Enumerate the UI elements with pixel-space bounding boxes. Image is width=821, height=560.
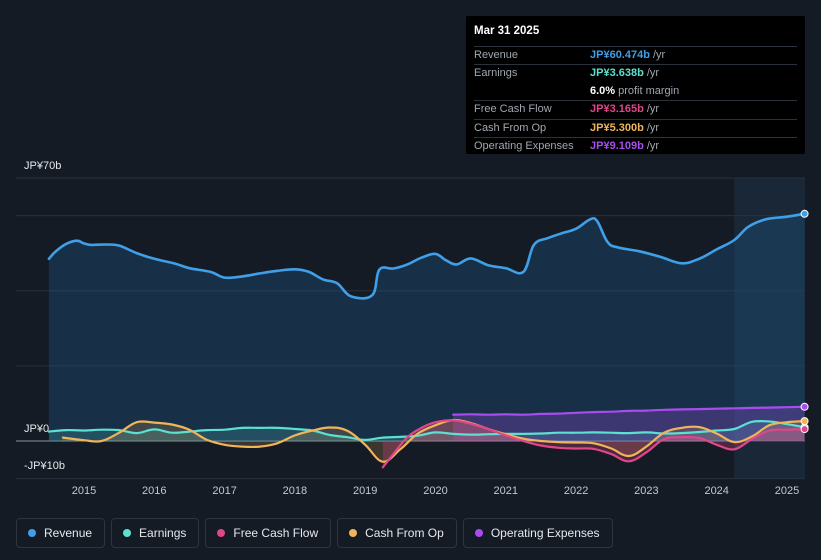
- opex-line: [452, 405, 806, 416]
- legend-label: Revenue: [44, 526, 93, 540]
- x-tick-label: 2024: [704, 485, 729, 497]
- legend-label: Operating Expenses: [490, 526, 600, 540]
- y-label-top: JP¥70b: [24, 160, 62, 172]
- tooltip-row-unit: /yr: [652, 49, 666, 61]
- legend-dot-icon: [349, 529, 358, 537]
- x-tick-label: 2016: [142, 485, 167, 497]
- tooltip-row-label: Free Cash Flow: [474, 103, 552, 116]
- legend-item-cfo[interactable]: Cash From Op: [337, 518, 457, 548]
- cfo-line: [61, 418, 806, 463]
- x-tick-label: 2022: [563, 485, 589, 497]
- x-tick-label: 2023: [634, 485, 659, 497]
- tooltip-row-label: Cash From Op: [474, 121, 547, 134]
- x-tick-label: 2018: [282, 485, 308, 497]
- legend-dot-icon: [474, 529, 483, 537]
- tooltip-row: 6.0% profit margin: [474, 83, 797, 100]
- earnings-line: [47, 419, 806, 441]
- legend-item-opex[interactable]: Operating Expenses: [462, 518, 613, 548]
- revenue-area: [48, 213, 805, 441]
- revenue-endpoint: [800, 209, 809, 218]
- legend-item-fcf[interactable]: Free Cash Flow: [205, 518, 332, 548]
- legend-item-earnings[interactable]: Earnings: [111, 518, 200, 548]
- tooltip-row: Free Cash Flow JP¥3.165b/yr: [474, 100, 797, 118]
- earnings-area: [48, 421, 805, 441]
- x-tick-label: 2020: [423, 485, 448, 497]
- tooltip: Mar 31 2025 Revenue JP¥60.474b/yr Earnings…: [466, 16, 805, 154]
- tooltip-row: Revenue JP¥60.474b/yr: [474, 46, 797, 64]
- tooltip-row-label: Operating Expenses: [474, 139, 574, 152]
- tooltip-row-unit: /yr: [646, 139, 660, 152]
- revenue-line: [47, 212, 806, 300]
- series-lines: [47, 212, 806, 469]
- fcf-endpoint: [800, 425, 809, 434]
- tooltip-row-value: JP¥5.300b: [590, 121, 644, 134]
- tooltip-date: Mar 31 2025: [474, 25, 540, 37]
- x-tick-label: 2017: [212, 485, 237, 497]
- tooltip-row-value: JP¥60.474b: [590, 49, 650, 61]
- cfo-area: [62, 419, 805, 462]
- opex-endpoint: [800, 402, 809, 411]
- legend-label: Cash From Op: [365, 526, 444, 540]
- tooltip-row-value: JP¥9.109b: [590, 139, 644, 152]
- x-tick-label: 2015: [71, 485, 97, 497]
- chart-area: [16, 177, 809, 480]
- tooltip-row-unit: /yr: [646, 121, 660, 134]
- legend-item-revenue[interactable]: Revenue: [16, 518, 106, 548]
- tooltip-row-unit: /yr: [646, 103, 660, 116]
- legend-label: Earnings: [139, 526, 187, 540]
- legend-dot-icon: [217, 529, 226, 537]
- x-tick-label: 2021: [493, 485, 519, 497]
- tooltip-row-label: [474, 83, 590, 100]
- tooltip-row: Earnings JP¥3.638b/yr: [474, 64, 797, 82]
- tooltip-row-unit: profit margin: [618, 84, 680, 97]
- legend: Revenue Earnings Free Cash Flow Cash From O…: [16, 518, 613, 548]
- x-tick-label: 2025: [774, 485, 800, 497]
- tooltip-row-label: Earnings: [474, 67, 518, 80]
- tooltip-rows: Revenue JP¥60.474b/yr Earnings JP¥3.638b/yr…: [474, 46, 797, 155]
- tooltip-row-value: 6.0%: [590, 84, 616, 97]
- tooltip-row-value: JP¥3.165b: [590, 103, 644, 116]
- tooltip-row: Cash From Op JP¥5.300b/yr: [474, 118, 797, 137]
- cfo-endpoint: [800, 417, 809, 426]
- tooltip-row-unit: /yr: [646, 67, 660, 80]
- tooltip-row-value: JP¥3.638b: [590, 67, 644, 80]
- series-endpoints: [800, 209, 809, 434]
- legend-label: Free Cash Flow: [233, 526, 319, 540]
- y-label-bottom: -JP¥10b: [24, 460, 65, 472]
- tooltip-row: Operating Expenses JP¥9.109b/yr: [474, 136, 797, 155]
- x-tick-label: 2019: [352, 485, 378, 497]
- legend-dot-icon: [123, 529, 132, 537]
- y-label-zero: JP¥0: [24, 423, 50, 435]
- fcf-line: [381, 419, 806, 469]
- legend-dot-icon: [28, 529, 36, 537]
- tooltip-row-label: Revenue: [474, 49, 519, 61]
